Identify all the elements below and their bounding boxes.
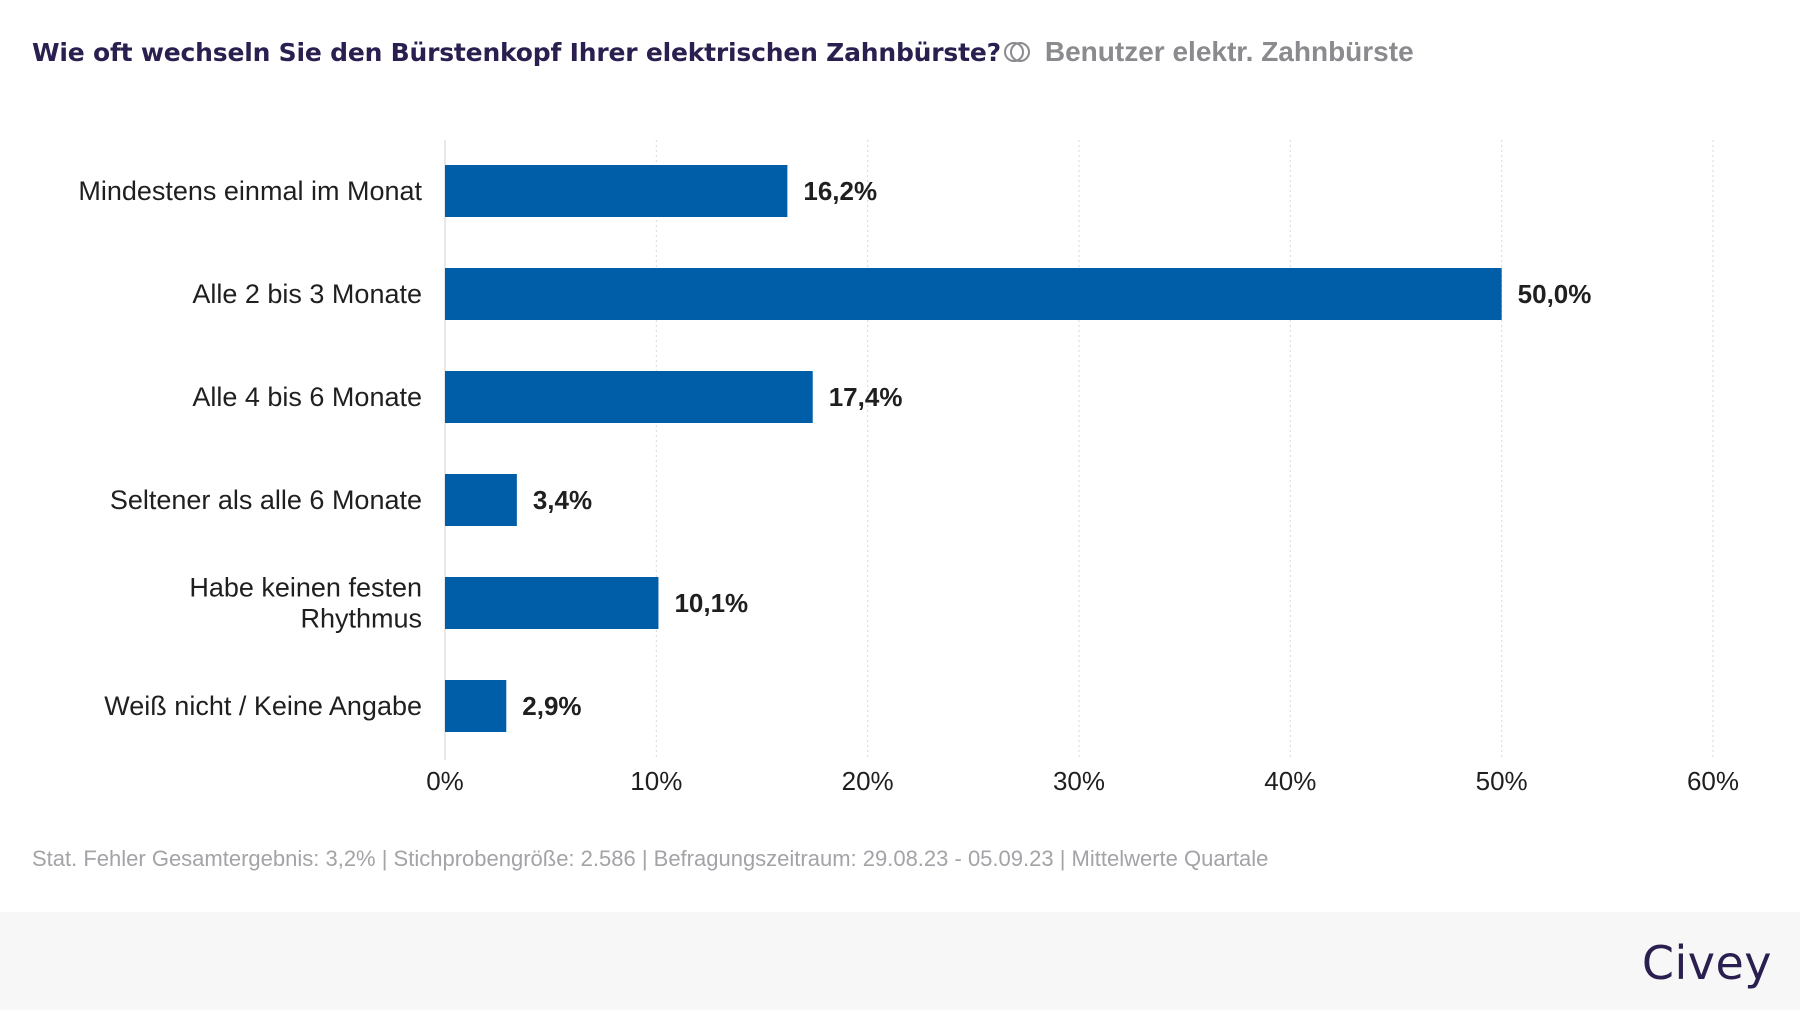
bar-chart: 0% 10% 20% 30% 40% 50% 60% Mindestens einmal im… — [78, 140, 1739, 796]
bar — [445, 268, 1502, 320]
footnote: Stat. Fehler Gesamtergebnis: 3,2% | Stic… — [32, 846, 1269, 871]
bar — [445, 165, 788, 217]
category-label: Seltener als alle 6 Monate — [110, 485, 422, 515]
category-label: Rhythmus — [300, 604, 422, 634]
value-label: 2,9% — [522, 691, 581, 721]
value-label: 3,4% — [533, 485, 592, 515]
x-tick-label: 50% — [1476, 766, 1528, 796]
title-row: Wie oft wechseln Sie den Bürstenkopf Ihr… — [32, 30, 1414, 74]
x-tick-label: 60% — [1687, 766, 1739, 796]
value-label: 10,1% — [674, 588, 748, 618]
category-label: Habe keinen festen — [189, 573, 422, 603]
overlap-circles-icon[interactable] — [1003, 38, 1031, 66]
chart-title: Wie oft wechseln Sie den Bürstenkopf Ihr… — [32, 37, 1001, 67]
value-label: 50,0% — [1518, 279, 1592, 309]
x-tick-label: 30% — [1053, 766, 1105, 796]
category-label: Alle 2 bis 3 Monate — [192, 279, 422, 309]
value-label: 16,2% — [803, 176, 877, 206]
value-label: 17,4% — [829, 382, 903, 412]
category-label: Weiß nicht / Keine Angabe — [104, 691, 422, 721]
footer-bar: Civey — [0, 912, 1800, 1010]
brand-logo: Civey — [1641, 936, 1772, 990]
x-tick-label: 40% — [1264, 766, 1316, 796]
x-tick-label: 0% — [426, 766, 464, 796]
x-tick-label: 20% — [842, 766, 894, 796]
bar — [445, 680, 507, 732]
x-tick-label: 10% — [630, 766, 682, 796]
bar — [445, 474, 517, 526]
filter-label[interactable]: Benutzer elektr. Zahnbürste — [1044, 36, 1414, 67]
category-label: Mindestens einmal im Monat — [78, 176, 422, 206]
bar — [445, 371, 813, 423]
category-label: Alle 4 bis 6 Monate — [192, 382, 422, 412]
bar — [445, 577, 659, 629]
